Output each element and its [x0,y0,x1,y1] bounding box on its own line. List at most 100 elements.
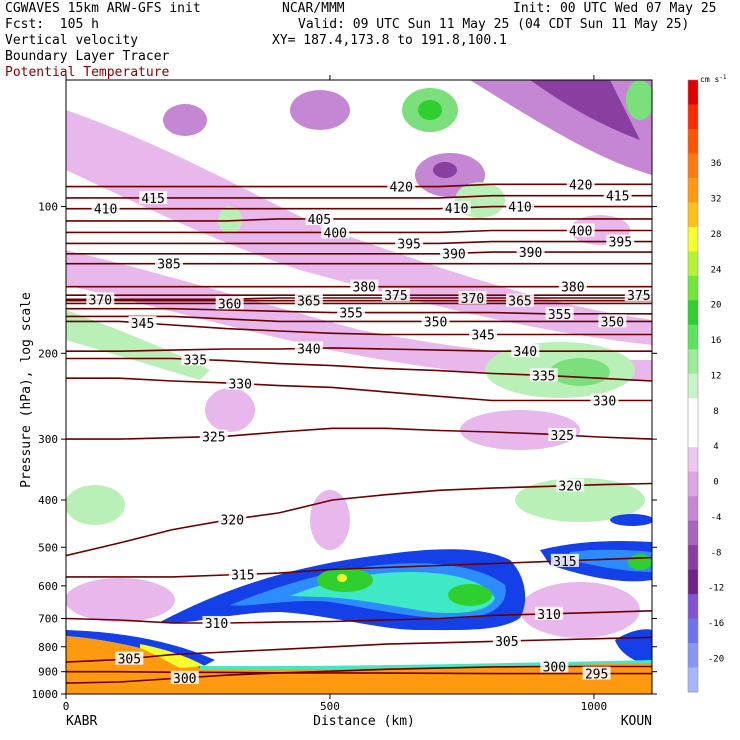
theta-contour-label: 410 [508,201,531,216]
colorbar-label: 8 [713,407,718,417]
theta-contour-label: 380 [561,281,584,296]
theta-contour-label: 305 [495,635,518,650]
theta-label-bg [154,256,183,270]
theta-contour-345 [66,320,652,336]
x-tick-label: 1000 [581,700,608,713]
theta-label-bg [86,292,115,306]
theta-contour-305 [66,636,652,663]
colorbar-label: -8 [711,548,722,558]
theta-contour-label: 390 [519,246,542,261]
theta-contour-label: 380 [353,281,376,296]
theta-label-bg [603,188,632,202]
theta-label-bg [321,225,350,239]
colorbar-label: 16 [711,336,722,346]
theta-contour-340 [66,347,652,352]
y-tick-label: 300 [38,433,58,446]
theta-contour-405 [66,218,652,222]
colorbar-label: 24 [711,265,722,275]
colorbar-swatch [688,349,698,375]
colorbar-label: 4 [713,442,718,452]
colorbar-swatch [688,398,698,424]
theta-label-bg [590,393,619,407]
theta-label-bg [128,315,157,329]
colorbar-label: 12 [711,371,722,381]
colorbar-label: 32 [711,195,722,205]
colorbar-label: -16 [708,619,724,629]
y-tick-label: 500 [38,541,58,554]
colorbar-swatch [688,520,698,546]
theta-contour-label: 335 [184,353,207,368]
theta-label-bg [469,327,498,341]
theta-contour-label: 350 [601,315,624,330]
colorbar-swatch [688,251,698,277]
plot-frame [65,79,653,695]
field-boundary-layer-tracer: Boundary Layer Tracer [5,49,170,64]
x-tick-label: 500 [320,700,340,713]
x-axis-label: Distance (km) [313,714,415,729]
theta-label-bg [529,368,558,382]
colorbar-label: 36 [711,159,722,169]
theta-contour-label: 375 [627,289,650,304]
theta-label-bg [458,290,487,304]
theta-label-bg [115,651,144,665]
theta-label-bg [395,236,424,250]
potential-temperature-labels: 295 300 300 305 305 310 310 315 315 320 320 325 325 3… [86,177,653,687]
theta-label-bg [566,223,595,237]
colorbar-swatch [688,324,698,350]
theta-contour-label: 410 [94,203,117,218]
purple-blob-tropopause-2 [205,388,255,432]
theta-contour-label: 310 [537,608,560,623]
theta-contour-label: 365 [297,295,320,310]
y-tick-label: 600 [38,580,58,593]
theta-contour-label: 345 [131,317,154,332]
y-tick-label: 700 [38,612,58,625]
blue-lower-right [615,629,652,665]
colorbar-swatch [688,618,698,644]
theta-contour-label: 375 [384,289,407,304]
theta-label-bg [516,245,545,259]
theta-contour-label: 385 [157,258,180,273]
organization: NCAR/MMM [282,1,345,16]
green-blob-right-top [626,80,652,120]
colorbar-label: -4 [711,513,722,523]
theta-contour-330 [66,377,652,402]
purple-blob-upper-mid-core [433,162,457,178]
theta-contour-label: 400 [324,226,347,241]
theta-contour-label: 370 [461,292,484,307]
theta-contour-label: 325 [551,429,574,444]
y-axis-label: Pressure (hPa), log scale [19,292,34,488]
theta-label-bg [442,200,471,214]
theta-label-bg [218,512,247,526]
forecast-hour: Fcst: 105 h [5,17,99,32]
theta-label-bg [511,344,540,358]
theta-label-bg [535,606,564,620]
theta-contour-label: 420 [569,178,592,193]
theta-contour-label: 305 [118,653,141,668]
colorbar-swatch [688,226,698,252]
theta-contour-label: 300 [543,660,566,675]
theta-contour-370 [66,297,652,301]
colorbar-swatch [688,667,698,693]
theta-contour-label: 415 [606,190,629,205]
purple-blob-small-1 [102,140,138,160]
colorbar: 36 32 28 24 20 16 12 8 4 0 -4 -8 -12 -16 -20 [687,79,724,693]
theta-contour-420 [66,183,652,188]
theta-label-bg [305,211,334,225]
valid-time: Valid: 09 UTC Sun 11 May 25 (04 CDT Sun … [298,17,690,32]
theta-contour-label: 330 [593,395,616,410]
theta-label-bg [337,305,366,319]
y-tick-label: 1000 [32,688,59,701]
colorbar-swatch [688,447,698,473]
theta-contour-label: 340 [297,342,320,357]
theta-label-bg [550,553,579,567]
theta-label-bg [606,234,635,248]
init-time: Init: 00 UTC Wed 07 May 25 [513,1,717,16]
theta-contour-label: 395 [397,237,420,252]
boundary-layer-orange [66,636,652,694]
distance-axis: 0 500 1000 [63,75,607,713]
green-blob-top-core [418,100,442,120]
colorbar-swatch [688,643,698,669]
right-endpoint-label: KOUN [621,714,652,729]
colorbar-unit: cm s-1 [700,74,727,84]
